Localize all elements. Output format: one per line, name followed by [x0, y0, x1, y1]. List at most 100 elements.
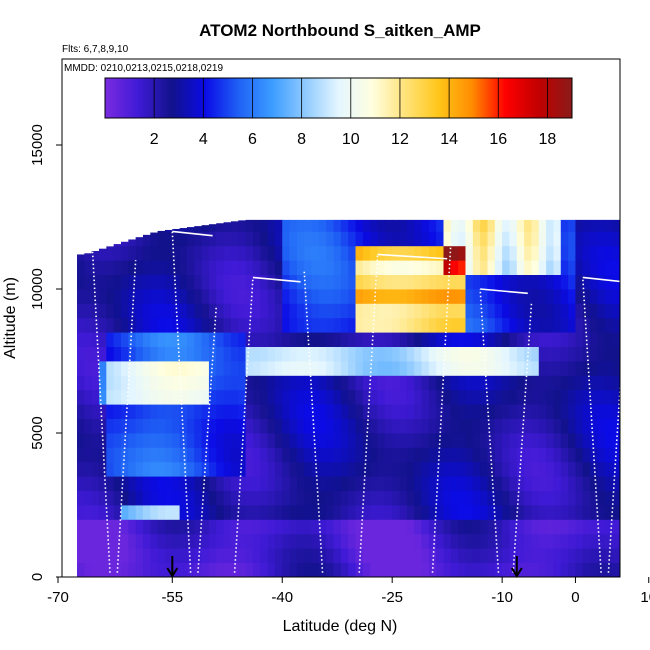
heatmap-cell	[98, 346, 107, 362]
heatmap-cell	[568, 346, 576, 362]
heatmap-cell	[377, 533, 386, 549]
heatmap-cell	[128, 404, 137, 419]
profile-base-arrow-head	[166, 567, 179, 578]
heatmap-cell	[494, 404, 503, 419]
heatmap-cell	[399, 548, 408, 563]
heatmap-cell	[634, 476, 642, 491]
heatmap-cell	[120, 404, 129, 419]
heatmap-cell	[406, 231, 415, 247]
heatmap-cell	[201, 389, 210, 405]
heatmap-cell	[77, 433, 85, 448]
heatmap-cell	[282, 533, 290, 549]
heatmap-cell	[612, 505, 620, 520]
heatmap-cell	[252, 231, 261, 247]
heatmap-cell	[113, 433, 122, 448]
heatmap-cell	[458, 433, 466, 448]
heatmap-cell	[362, 346, 371, 362]
heatmap-cell	[553, 361, 562, 376]
heatmap-cell	[150, 548, 159, 563]
heatmap-cell	[318, 245, 327, 261]
heatmap-cell	[208, 361, 217, 376]
heatmap-cell	[531, 404, 540, 419]
heatmap-cell	[304, 476, 312, 491]
heatmap-cell	[546, 476, 554, 491]
heatmap-cell	[546, 447, 554, 463]
heatmap-cell	[113, 244, 122, 247]
heatmap-cell	[597, 461, 606, 477]
heatmap-cell	[267, 317, 276, 333]
heatmap-cell	[318, 433, 327, 448]
x-tick-label: -40	[271, 589, 293, 606]
heatmap-cell	[377, 490, 386, 506]
heatmap-cell	[494, 562, 503, 577]
heatmap-cell	[370, 361, 378, 376]
heatmap-cell	[450, 346, 459, 362]
heatmap-cell	[326, 404, 334, 419]
heatmap-cell	[568, 245, 576, 261]
heatmap-cell	[201, 361, 210, 376]
heatmap-cell	[252, 433, 261, 448]
heatmap-cell	[421, 274, 430, 290]
heatmap-cell	[208, 505, 217, 520]
heatmap-cell	[142, 505, 151, 520]
heatmap-cell	[252, 219, 261, 232]
heatmap-cell	[135, 476, 144, 491]
heatmap-cell	[531, 447, 540, 463]
heatmap-cell	[531, 332, 540, 347]
heatmap-cell	[267, 289, 276, 304]
heatmap-cell	[355, 289, 364, 304]
heatmap-cell	[516, 533, 525, 549]
heatmap-cell	[333, 505, 342, 520]
heatmap-cell	[502, 562, 510, 577]
heatmap-cell	[164, 533, 173, 549]
heatmap-cell	[157, 245, 166, 261]
heatmap-cell	[289, 404, 298, 419]
heatmap-cell	[472, 274, 481, 290]
heatmap-cell	[531, 418, 540, 434]
heatmap-cell	[120, 274, 129, 290]
heatmap-cell	[458, 219, 466, 232]
heatmap-cell	[120, 505, 129, 520]
heatmap-cell	[384, 317, 393, 333]
heatmap-cell	[260, 346, 268, 362]
y-axis-label: Altitude (m)	[2, 277, 19, 359]
heatmap-cell	[91, 274, 100, 290]
colorbar-tick-label: 2	[150, 131, 159, 148]
heatmap-cell	[458, 231, 466, 247]
heatmap-cell	[568, 274, 576, 290]
heatmap-cell	[304, 289, 312, 304]
heatmap-cell	[487, 548, 496, 563]
heatmap-cell	[538, 289, 547, 304]
heatmap-cell	[392, 245, 400, 261]
heatmap-cell	[377, 375, 386, 391]
heatmap-cell	[208, 231, 217, 247]
heatmap-cell	[318, 562, 327, 577]
heatmap-cell	[604, 361, 613, 376]
heatmap-cell	[414, 303, 422, 319]
heatmap-cell	[509, 461, 518, 477]
heatmap-cell	[406, 490, 415, 506]
heatmap-cell	[414, 418, 422, 434]
heatmap-cell	[553, 476, 562, 491]
heatmap-cell	[120, 548, 129, 563]
heatmap-cell	[201, 231, 210, 247]
heatmap-cell	[238, 533, 246, 549]
heatmap-cell	[348, 375, 356, 391]
heatmap-cell	[370, 533, 378, 549]
heatmap-cell	[245, 418, 254, 434]
heatmap-cell	[524, 303, 532, 319]
heatmap-cell	[590, 375, 598, 391]
heatmap-cell	[208, 476, 217, 491]
heatmap-cell	[142, 361, 151, 376]
heatmap-cell	[627, 462, 635, 477]
heatmap-cell	[487, 519, 496, 535]
heatmap-cell	[311, 404, 320, 419]
heatmap-cell	[77, 418, 85, 434]
heatmap-cell	[502, 245, 510, 261]
heatmap-cell	[260, 490, 268, 506]
heatmap-cell	[106, 274, 115, 290]
heatmap-cell	[597, 389, 606, 405]
heatmap-cell	[487, 274, 496, 290]
heatmap-cell	[553, 219, 562, 232]
heatmap-cell	[135, 562, 144, 577]
